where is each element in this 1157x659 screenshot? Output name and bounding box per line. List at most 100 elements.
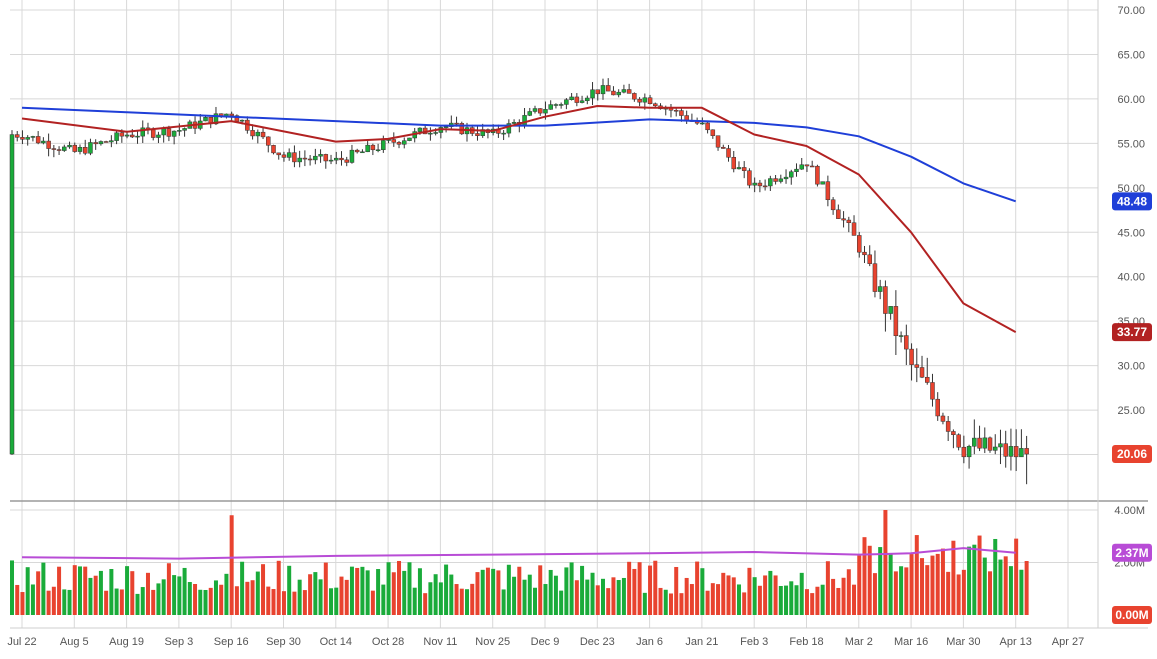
volume-bar xyxy=(778,585,783,615)
candle-body xyxy=(762,185,768,188)
volume-bar xyxy=(1019,569,1024,615)
volume-bar xyxy=(846,569,851,615)
volume-bar xyxy=(684,577,689,615)
candle-body xyxy=(255,131,261,137)
volume-bar xyxy=(506,564,511,615)
volume-bar xyxy=(632,568,637,615)
candle-body xyxy=(250,130,255,137)
candle-body xyxy=(480,129,485,136)
volume-bar xyxy=(899,566,904,615)
short-ma-value-tag-bg xyxy=(1112,323,1152,342)
time-tick-label: Oct 28 xyxy=(372,636,404,648)
volume-bar xyxy=(977,535,982,615)
volume-bar xyxy=(799,572,804,615)
candle-body xyxy=(103,141,109,143)
time-tick-label: Dec 9 xyxy=(531,636,560,648)
candle-body xyxy=(124,134,130,137)
candle-body xyxy=(135,135,140,138)
candle-body xyxy=(370,144,376,151)
volume-bar xyxy=(140,587,145,615)
volume-bar xyxy=(72,565,77,615)
volume-bar xyxy=(323,562,328,615)
time-tick-label: Apr 13 xyxy=(999,636,1031,648)
volume-bar xyxy=(815,586,820,615)
volume-bar xyxy=(46,590,51,615)
candle-body xyxy=(234,115,240,122)
volume-bar xyxy=(360,566,365,615)
volume-bar xyxy=(668,593,673,615)
candle-body xyxy=(700,122,705,125)
candle-body xyxy=(600,85,606,95)
candle-body xyxy=(935,398,940,417)
volume-bar xyxy=(538,565,543,615)
last-price-tag-bg xyxy=(1112,445,1152,464)
price-tick-label: 30.00 xyxy=(1117,361,1145,373)
volume-bar xyxy=(36,571,41,615)
candle-body xyxy=(794,168,799,172)
candle-body xyxy=(830,199,836,211)
candle-body xyxy=(626,89,632,94)
volume-bar xyxy=(998,559,1003,615)
price-tick-label: 60.00 xyxy=(1117,94,1145,106)
candle-body xyxy=(757,182,763,187)
candle-body xyxy=(93,142,98,145)
time-tick-label: Mar 2 xyxy=(845,636,873,648)
volume-bar xyxy=(51,586,56,615)
volume-bar xyxy=(852,584,857,615)
candle-body xyxy=(171,130,177,137)
volume-bar xyxy=(527,574,532,615)
candle-body xyxy=(647,97,653,104)
candle-body xyxy=(41,140,46,144)
candle-body xyxy=(161,128,166,136)
candle-body xyxy=(109,140,114,143)
time-tick-label: Aug 5 xyxy=(60,636,89,648)
candle-body xyxy=(789,171,794,178)
volume-bar xyxy=(930,555,935,615)
volume-bar xyxy=(920,558,925,615)
candle-body xyxy=(898,335,904,337)
candle-body xyxy=(506,123,512,134)
candle-body xyxy=(1008,446,1014,457)
volume-bar xyxy=(590,572,595,615)
candle-body xyxy=(72,144,78,152)
volume-bar xyxy=(470,583,475,615)
volume-bar xyxy=(836,587,841,615)
volume-bar xyxy=(972,544,977,615)
candle-body xyxy=(459,123,465,135)
volume-bar xyxy=(454,584,459,615)
volume-bar xyxy=(956,574,961,615)
volume-bar xyxy=(198,589,203,615)
volume-bar xyxy=(982,557,987,615)
volume-bar xyxy=(449,574,454,615)
candle-body xyxy=(260,131,266,138)
candle-body xyxy=(527,111,533,116)
volume-bar xyxy=(710,583,715,615)
candle-body xyxy=(569,96,574,101)
candle-body xyxy=(851,222,857,236)
volume-bar xyxy=(914,535,919,615)
volume-bar xyxy=(1008,566,1013,615)
volume-bar xyxy=(585,579,590,615)
volume-bar xyxy=(888,553,893,615)
candle-body xyxy=(841,218,846,221)
candle-body xyxy=(977,437,982,449)
candle-body xyxy=(653,103,658,107)
long-ma-value-tag-bg xyxy=(1112,192,1152,211)
candle-body xyxy=(156,134,161,138)
candle-body xyxy=(736,167,742,170)
candle-body xyxy=(574,96,580,103)
volume-bar xyxy=(334,587,339,615)
volume-bar xyxy=(145,572,150,615)
candle-body xyxy=(930,382,935,400)
volume-bar xyxy=(271,589,276,615)
price-tick-label: 45.00 xyxy=(1117,227,1145,239)
volume-bar xyxy=(402,570,407,615)
volume-bar xyxy=(893,571,898,615)
candle-body xyxy=(391,139,397,143)
volume-bar xyxy=(182,567,187,615)
candle-body xyxy=(213,113,219,125)
candle-body xyxy=(543,109,548,114)
candle-body xyxy=(381,140,386,151)
volume-bar xyxy=(428,582,433,615)
volume-bar xyxy=(857,555,862,615)
